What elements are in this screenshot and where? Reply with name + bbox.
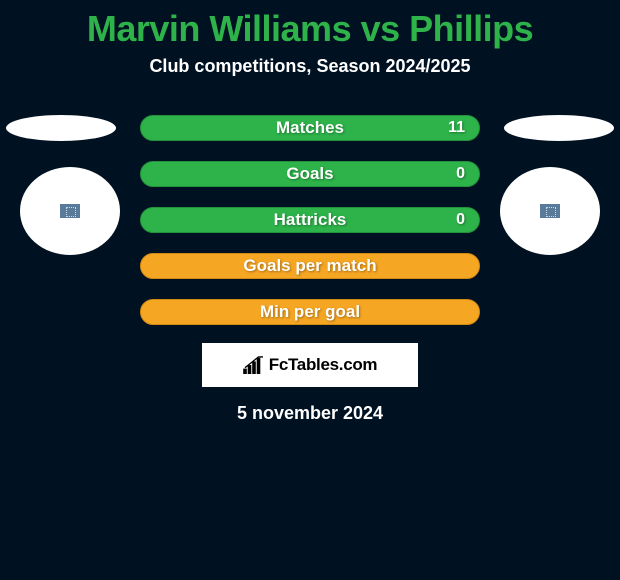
flag-icon (540, 204, 560, 218)
stat-label: Min per goal (260, 302, 360, 322)
snapshot-date: 5 november 2024 (0, 403, 620, 424)
stat-bar-min-per-goal: Min per goal (140, 299, 480, 325)
stat-bars: Matches 11 Goals 0 Hattricks 0 Goals per… (140, 115, 480, 325)
page-subtitle: Club competitions, Season 2024/2025 (0, 56, 620, 77)
stat-bar-matches: Matches 11 (140, 115, 480, 141)
stat-bar-goals-per-match: Goals per match (140, 253, 480, 279)
player-left-ellipse (6, 115, 116, 141)
stat-bar-hattricks: Hattricks 0 (140, 207, 480, 233)
stat-label: Matches (276, 118, 344, 138)
player-right-ellipse (504, 115, 614, 141)
stat-label: Hattricks (274, 210, 347, 230)
stat-label: Goals (286, 164, 333, 184)
player-right-badge (500, 167, 600, 255)
stat-bar-goals: Goals 0 (140, 161, 480, 187)
flag-icon (60, 204, 80, 218)
brand-text: FcTables.com (269, 355, 378, 375)
comparison-panel: Matches 11 Goals 0 Hattricks 0 Goals per… (0, 115, 620, 424)
stat-value: 0 (456, 165, 465, 183)
stat-label: Goals per match (243, 256, 376, 276)
stat-value: 0 (456, 211, 465, 229)
stat-value: 11 (448, 119, 465, 137)
player-left-badge (20, 167, 120, 255)
brand-bars-icon (243, 356, 265, 374)
brand-badge: FcTables.com (202, 343, 418, 387)
page-title: Marvin Williams vs Phillips (0, 0, 620, 50)
